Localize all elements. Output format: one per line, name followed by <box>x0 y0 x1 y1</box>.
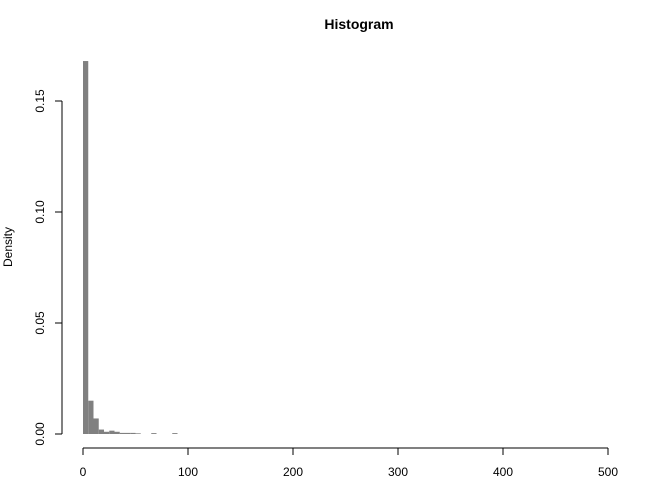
histogram-bar <box>119 432 125 434</box>
histogram-bar <box>93 418 99 434</box>
x-tick-label: 300 <box>388 465 408 479</box>
histogram-bar <box>109 430 115 434</box>
histogram-bar <box>151 433 157 434</box>
histogram-bar <box>130 432 136 434</box>
x-tick-label: 400 <box>493 465 513 479</box>
histogram-bar <box>135 433 141 434</box>
histogram-bar <box>114 431 120 434</box>
histogram-bar <box>125 432 131 434</box>
y-axis-label: Density <box>1 227 15 267</box>
histogram-bar <box>98 429 104 434</box>
histogram-bar <box>172 433 178 434</box>
x-tick-label: 500 <box>598 465 618 479</box>
y-tick-label: 0.15 <box>33 89 47 113</box>
x-tick-label: 100 <box>178 465 198 479</box>
x-axis: 0 100 200 300 400 500 <box>80 447 618 479</box>
x-tick-label: 200 <box>283 465 303 479</box>
histogram-bar <box>88 400 94 434</box>
y-tick-label: 0.00 <box>33 422 47 446</box>
y-tick-label: 0.05 <box>33 311 47 335</box>
chart-title: Histogram <box>324 16 393 32</box>
histogram-bars <box>83 61 178 434</box>
y-tick-label: 0.10 <box>33 200 47 224</box>
histogram-bar <box>104 431 110 434</box>
x-tick-label: 0 <box>80 465 87 479</box>
y-axis: 0.00 0.05 0.10 0.15 <box>33 89 63 446</box>
histogram-bar <box>83 61 89 434</box>
